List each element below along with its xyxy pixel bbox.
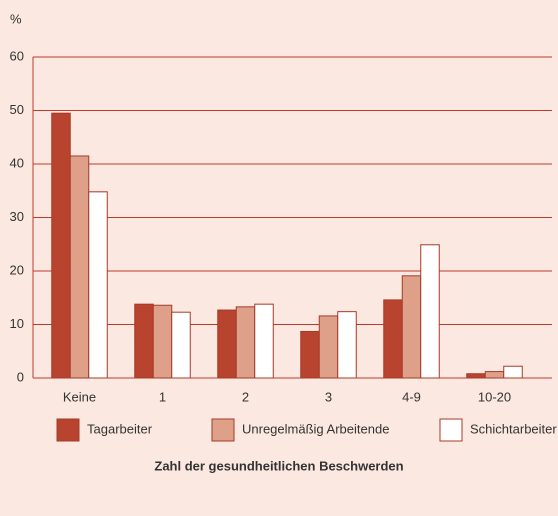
bar (466, 373, 486, 379)
x-tick-label: 3 (325, 389, 332, 404)
legend-label: Schichtarbeiter (470, 421, 557, 436)
y-tick-label: 50 (10, 102, 24, 117)
bar (484, 371, 505, 379)
legend-swatch (211, 418, 235, 442)
y-tick-label: 30 (10, 209, 24, 224)
x-axis-label: Zahl der gesundheitlichen Beschwerden (154, 458, 403, 473)
bar (134, 303, 154, 379)
bar (51, 112, 71, 379)
x-tick-label: 1 (159, 389, 166, 404)
legend-swatch (439, 418, 463, 442)
bar (420, 244, 440, 379)
bar (401, 275, 422, 379)
bar (235, 306, 256, 379)
bar (318, 315, 339, 379)
bar (217, 309, 237, 379)
bar (383, 299, 403, 379)
x-tick-label: Keine (63, 389, 96, 404)
bar (503, 365, 523, 379)
x-tick-label: 4-9 (402, 389, 421, 404)
y-tick-label: 10 (10, 316, 24, 331)
legend-label: Unregelmäßig Arbeitende (242, 421, 389, 436)
bar (152, 304, 173, 379)
bar (69, 155, 90, 379)
bar (300, 330, 320, 379)
bar (171, 311, 191, 379)
y-tick-label: 40 (10, 155, 24, 170)
legend-label: Tagarbeiter (87, 421, 153, 436)
y-tick-label: 60 (10, 48, 24, 63)
bar (337, 311, 357, 379)
y-tick-label: 20 (10, 262, 24, 277)
x-tick-label: 10-20 (478, 389, 511, 404)
x-tick-label: 2 (242, 389, 249, 404)
y-axis-label: % (10, 11, 22, 26)
legend-swatch (56, 418, 80, 442)
bar (88, 191, 108, 379)
bar (254, 303, 274, 379)
y-tick-label: 0 (17, 369, 24, 384)
